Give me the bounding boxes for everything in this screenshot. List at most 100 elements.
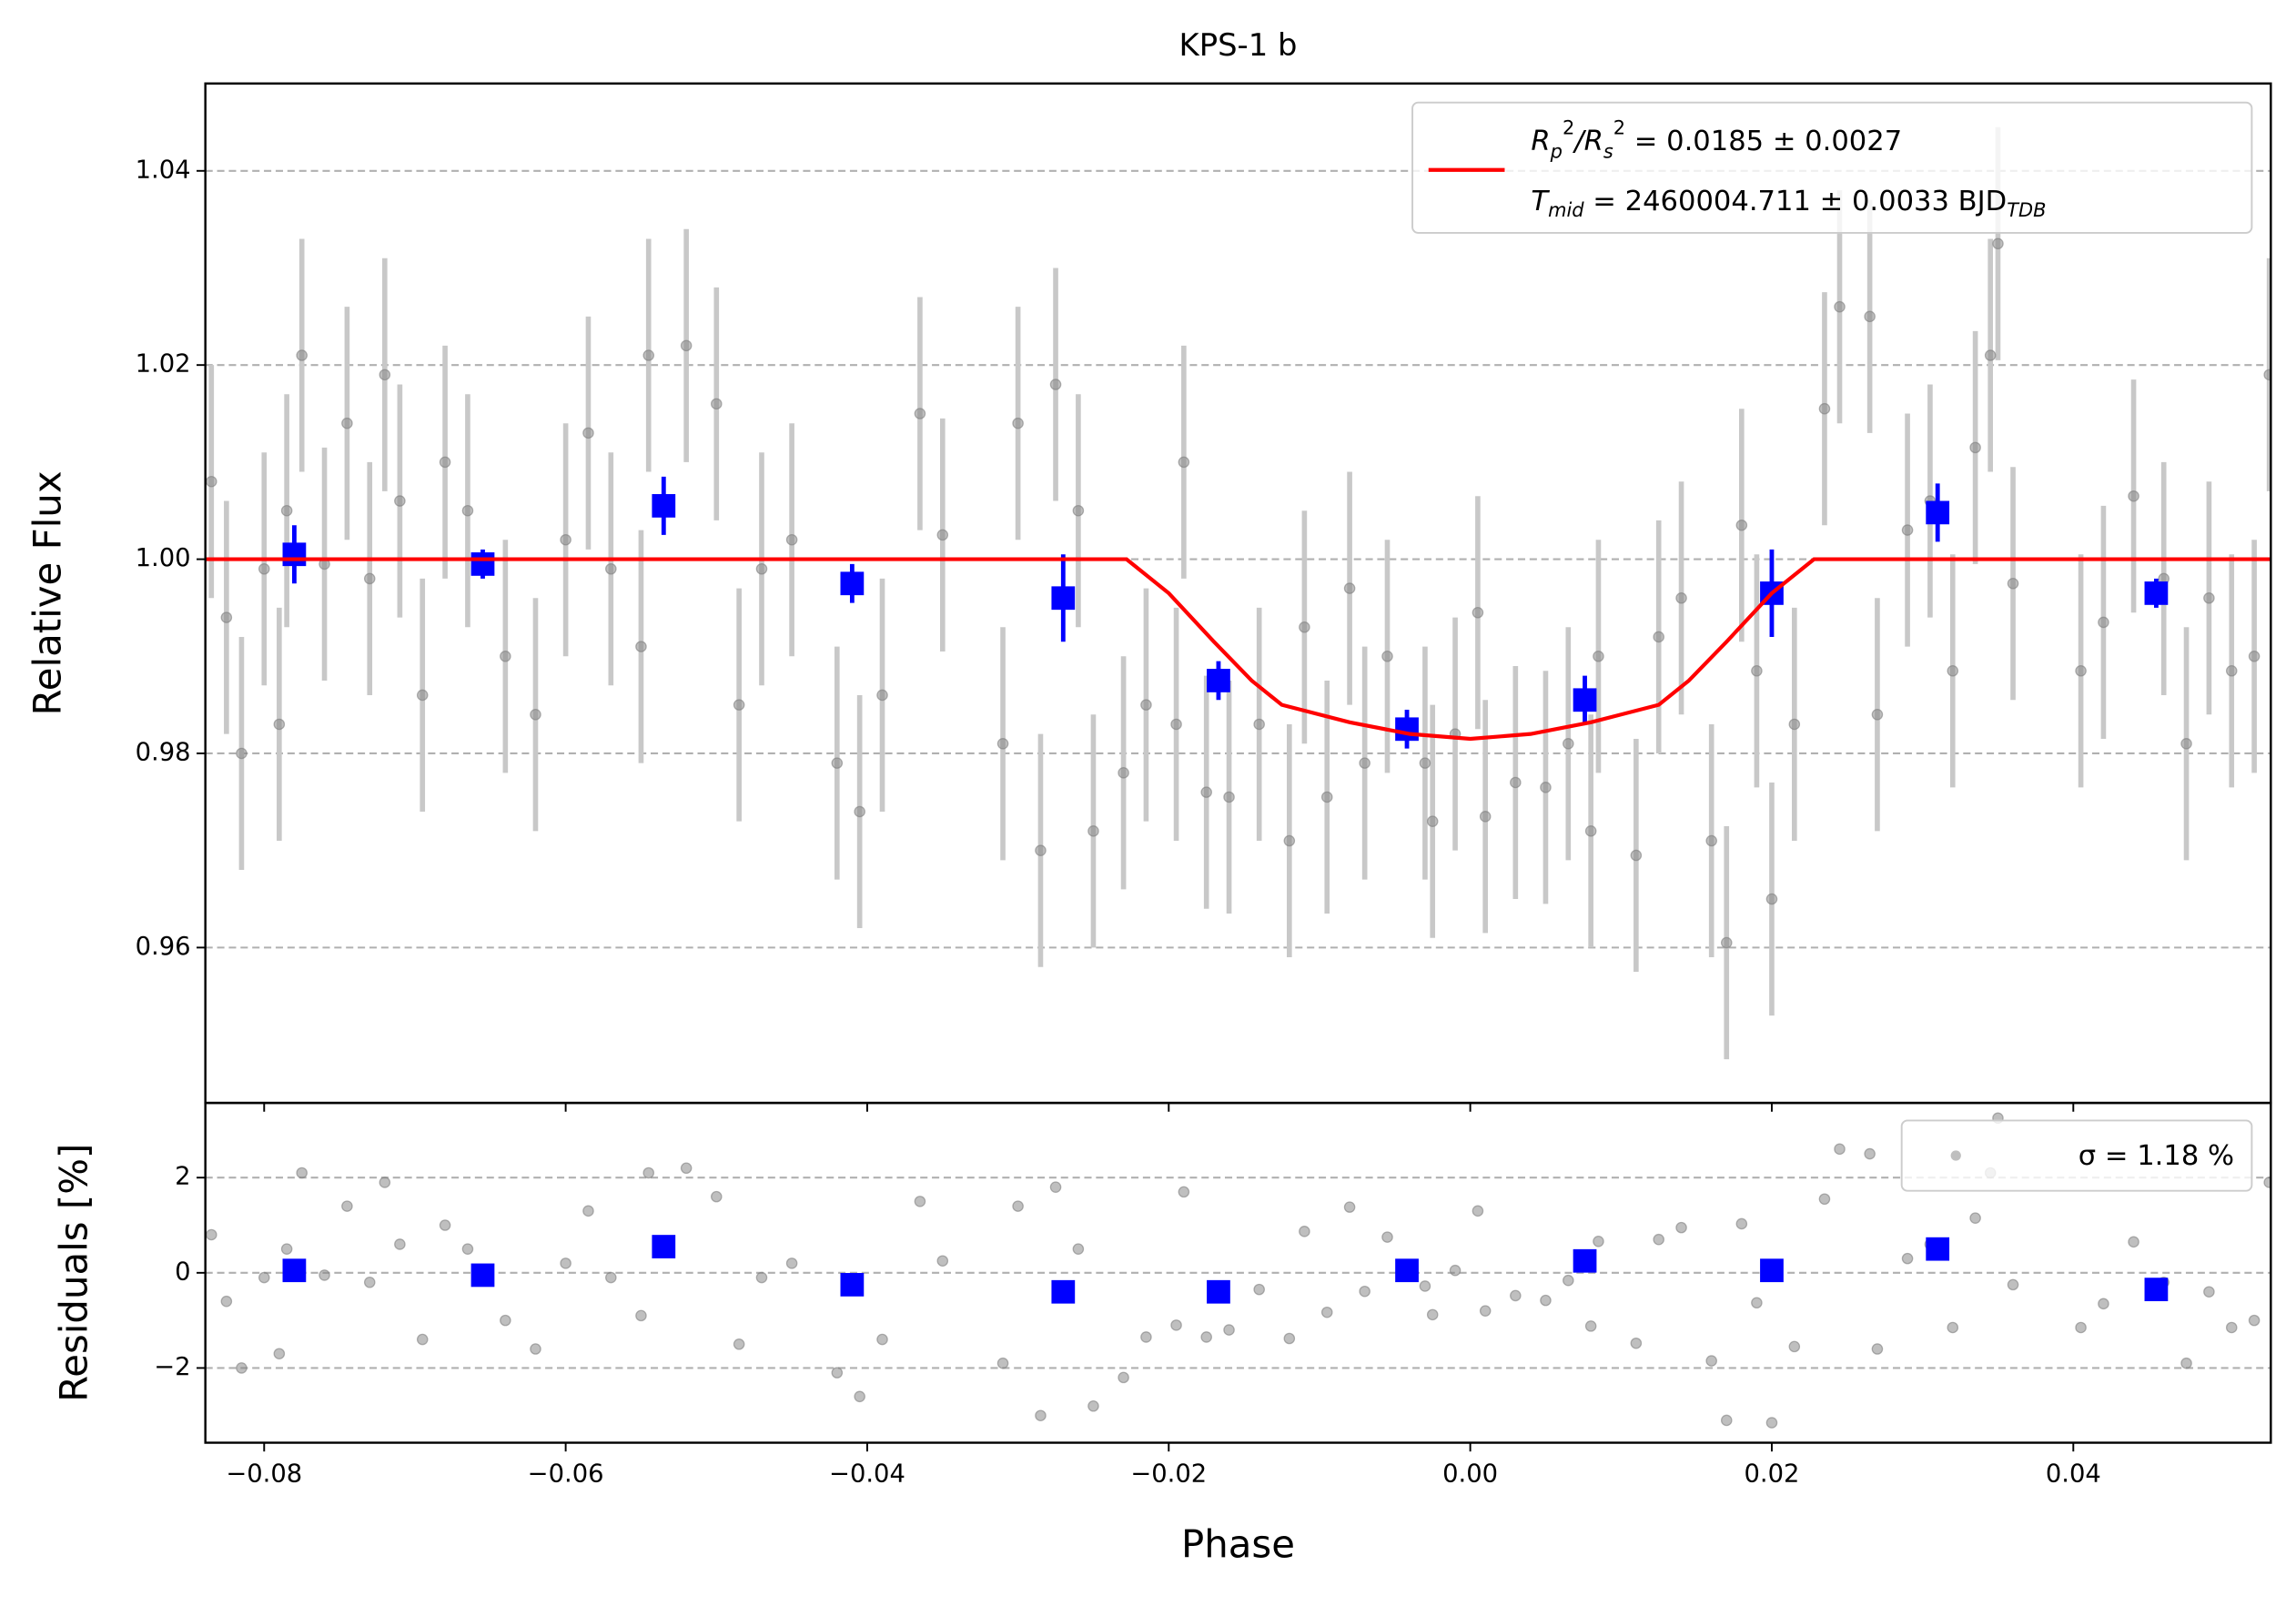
data-point [296,1167,308,1179]
data-point [1170,718,1182,731]
data-point [1630,1337,1643,1349]
data-point [2263,1177,2271,1188]
data-point [733,699,745,711]
data-point [2007,577,2019,590]
data-point [1720,936,1733,949]
data-point [755,562,768,575]
binned-point [1395,1258,1419,1283]
model-line [205,557,2271,742]
data-point [319,1269,330,1281]
binned-point [2144,1278,2169,1302]
data-point [1901,1252,1914,1265]
data-point [1087,825,1099,837]
data-point [1479,811,1492,823]
data-point [1563,738,1574,750]
data-point [1253,718,1265,731]
legend-text: = 2460004.711 ± 0.0033 BJD [1584,186,2008,217]
data-point [1593,1236,1604,1247]
data-point [1834,1143,1846,1156]
data-point [1735,519,1748,531]
data-point [1343,1201,1356,1213]
data-point [1675,591,1687,604]
data-point [530,1343,541,1355]
legend-label: σ = 1.18 % [2079,1140,2234,1172]
data-point [1765,1417,1778,1429]
data-point [1864,310,1876,323]
y-tick-label: 1.04 [136,156,191,184]
binned-point [652,1235,676,1258]
data-point [1765,893,1778,905]
data-point [1751,1297,1763,1309]
axes-frame [204,1101,2272,1444]
binned-point [840,571,865,596]
data-point [258,562,270,575]
data-point [680,339,693,352]
binned-point [1051,1279,1076,1304]
data-point [1818,402,1831,415]
data-point [341,417,353,429]
data-point [711,398,723,410]
data-point [2248,651,2261,662]
data-point [439,456,451,469]
chart-title: KPS-1 b [1179,27,1298,63]
data-point [1675,1221,1687,1234]
y-tick-label: 1.02 [136,350,191,379]
data-point [363,1277,376,1288]
data-point [1253,1283,1265,1296]
data-point [1035,1409,1047,1422]
data-point [1735,1217,1748,1230]
data-point [2203,591,2215,604]
data-point [733,1338,745,1350]
data-point [642,1167,655,1179]
data-point [1140,1331,1152,1343]
data-point [2203,1286,2215,1298]
data-point [1563,1274,1574,1287]
x-axis-label: Phase [1181,1521,1295,1566]
legend-text: 2 [1563,117,1574,139]
data-point [635,1309,647,1322]
binned-point [1573,688,1597,712]
data-point [936,529,949,541]
binned-point [2144,581,2169,605]
legend-text: TDB [2007,199,2046,221]
data-point [1510,776,1522,789]
data-point [1705,834,1717,847]
data-point [1320,1306,1333,1318]
data-point [605,562,617,575]
data-point [854,1390,865,1403]
data-point [996,738,1009,750]
data-point [1200,1331,1212,1343]
data-point [394,495,406,507]
binned-point [840,1273,865,1297]
legend-box [1411,101,2253,234]
data-point [1359,1285,1371,1298]
binned-point [1207,1279,1230,1304]
data-point [1871,1343,1884,1355]
data-point [914,408,926,419]
legend-text: mid [1548,199,1584,221]
x-tick-label: −0.08 [226,1460,302,1488]
data-point [280,504,293,517]
data-point [2180,1357,2192,1369]
data-point [711,1190,723,1203]
data-point [1072,504,1085,517]
plot-area [206,1112,2271,1429]
data-point [1584,1320,1597,1332]
data-point [2075,665,2087,677]
binned-point [652,494,676,518]
data-point [1381,651,1393,662]
data-point [914,1196,926,1207]
binned-point [1573,1248,1597,1273]
data-point [2098,616,2109,629]
data-point [1969,1212,1981,1224]
data-point [273,718,286,731]
data-point [1012,417,1024,429]
data-point [1947,1321,1959,1334]
data-point [1170,1319,1182,1331]
data-point [394,1238,406,1250]
data-point [530,709,541,721]
data-point [876,1333,888,1346]
legend-box [1900,1119,2253,1192]
data-point [1864,1147,1876,1160]
